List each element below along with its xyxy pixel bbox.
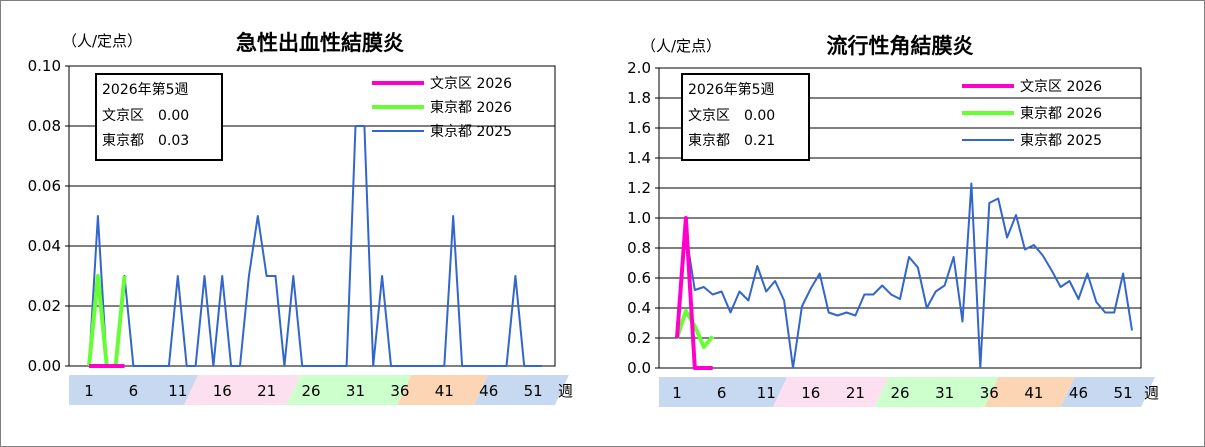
season-band [659,377,788,407]
info-week: 2026年第5週 [102,81,189,98]
x-tick-label: 1 [672,384,682,402]
season-band [69,375,199,405]
x-tick-label: 26 [890,384,909,402]
chart-title: 流行性角結膜炎 [827,34,974,58]
series-line-tokyo_2025 [676,182,1133,369]
x-tick-label: 21 [257,382,276,400]
y-tick-label: 0.00 [28,357,61,375]
legend-label: 文京区 2026 [1020,79,1102,95]
y-tick-label: 1.2 [627,179,651,197]
x-tick-label: 16 [213,382,232,400]
legend-label: 東京都 2025 [430,124,512,140]
x-tick-label: 31 [346,382,365,400]
season-band [184,375,301,405]
y-tick-label: 0.10 [28,57,61,75]
y-tick-label: 0.06 [28,177,61,195]
unit-label: （人/定点） [62,32,142,50]
season-band [1060,377,1155,407]
info-bunkyo: 文京区 0.00 [102,108,189,124]
x-tick-label: 21 [846,384,865,402]
info-week: 2026年第5週 [688,81,775,98]
x-tick-label: 6 [129,382,139,400]
y-tick-label: 0.0 [627,359,651,377]
series-line-bunkyo_2026 [675,216,713,370]
season-band [474,375,569,405]
season-bands [659,377,1155,407]
season-band [984,377,1075,407]
season-band [773,377,889,407]
y-tick-label: 0.8 [627,239,651,257]
chart-title: 急性出血性結膜炎 [236,31,404,55]
legend-label: 文京区 2026 [430,76,512,92]
legend: 文京区 2026 東京都 2026 東京都 2025 [962,79,1102,149]
x-tick-label: 11 [757,384,776,402]
x-tick-label: 6 [717,384,727,402]
y-tick-label: 1.4 [627,149,651,167]
x-tick-label: 46 [1069,384,1088,402]
x-tick-label: 36 [980,384,999,402]
unit-label: （人/定点） [641,37,721,55]
y-tick-label: 0.6 [627,269,651,287]
x-tick-label: 46 [479,382,498,400]
y-tick-label: 1.8 [627,89,651,107]
y-tick-label: 0.08 [28,117,61,135]
x-tick-label: 26 [302,382,321,400]
y-tick-label: 1.6 [627,119,651,137]
y-tick-label: 0.2 [627,329,651,347]
x-tick-label: 51 [1114,384,1133,402]
x-tick-label: 1 [84,382,94,400]
series-line-tokyo_2025 [88,125,542,367]
x-tick-label: 36 [390,382,409,400]
week-label: 週 [1144,384,1159,402]
y-tick-label: 2.0 [627,59,651,77]
season-band [397,375,488,405]
chart-1: 急性出血性結膜炎（人/定点）0.000.020.040.060.080.101 6… [28,31,573,405]
x-tick-label: 41 [1024,384,1043,402]
series-line-tokyo_2026 [675,309,715,349]
y-tick-label: 1.0 [627,209,651,227]
y-tick-label: 0.02 [28,297,61,315]
x-tick-label: 51 [524,382,543,400]
season-bands [69,375,569,405]
x-tick-label: 16 [801,384,820,402]
info-tokyo: 東京都 0.03 [102,133,189,149]
legend: 文京区 2026 東京都 2026 東京都 2025 [372,76,512,140]
info-box-frame [95,73,223,161]
chart-2: 流行性角結膜炎 （人/定点） 0.0 0.2 0.4 0.6 0.8 1.0 1.2 1.4 1.6… [627,34,1159,407]
info-bunkyo: 文京区 0.00 [688,108,775,124]
x-tick-label: 41 [435,382,454,400]
season-band [874,377,999,407]
legend-label: 東京都 2025 [1020,133,1102,149]
info-box-frame [681,73,810,161]
y-tick-label: 0.4 [627,299,651,317]
x-tick-label: 31 [935,384,954,402]
legend-label: 東京都 2026 [430,100,512,116]
info-tokyo: 東京都 0.21 [688,133,775,149]
legend-label: 東京都 2026 [1020,106,1102,122]
y-tick-label: 0.04 [28,237,61,255]
season-band [286,375,412,405]
x-tick-label: 11 [168,382,187,400]
week-label: 週 [558,382,573,400]
